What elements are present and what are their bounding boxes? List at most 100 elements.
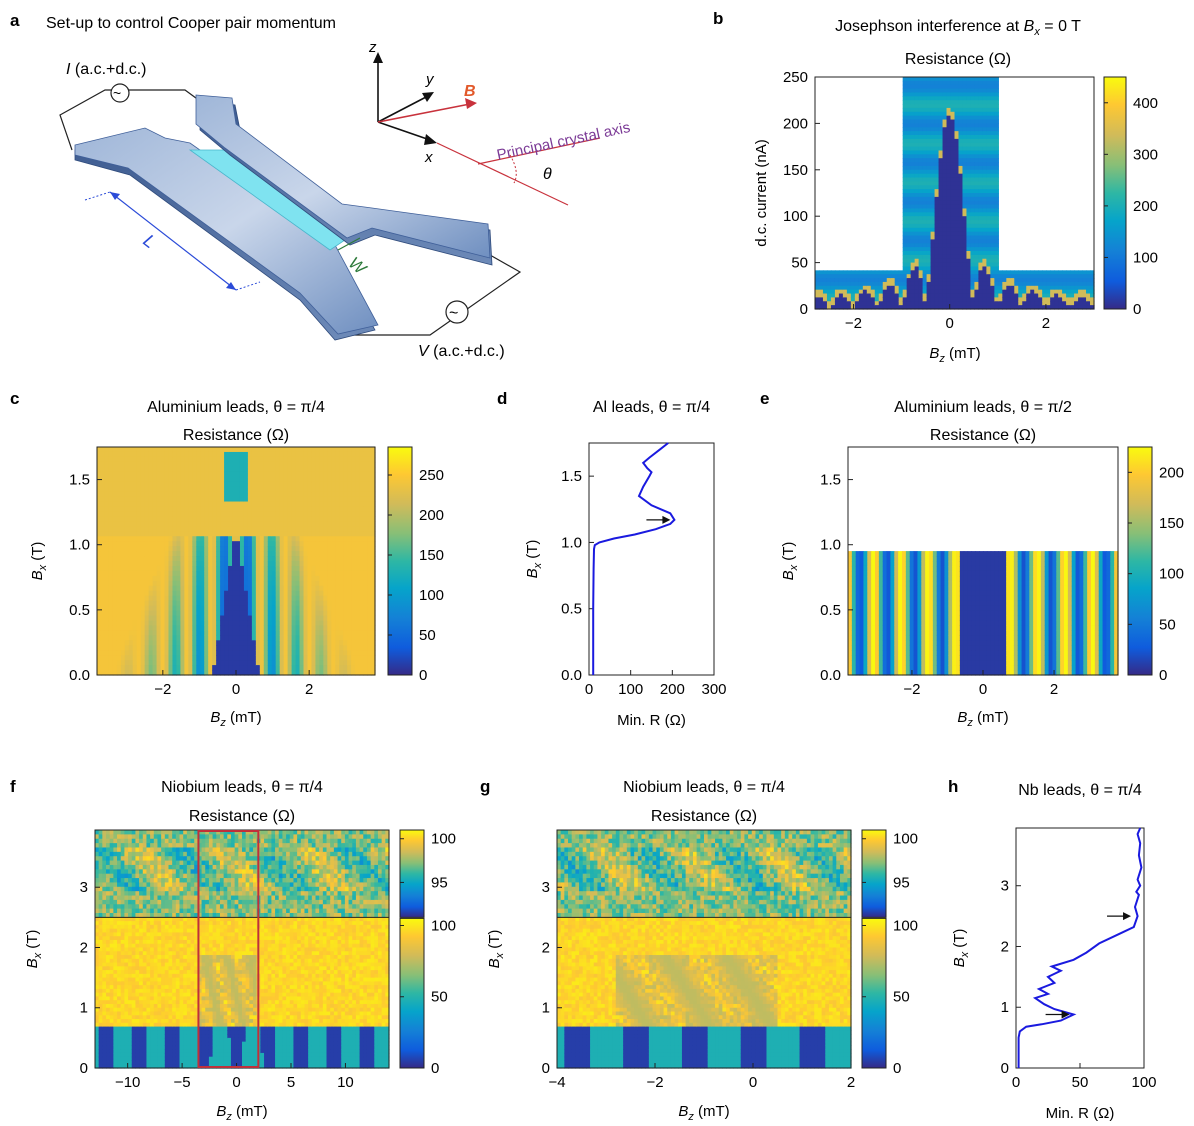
heatmap-cell <box>291 476 297 483</box>
heatmap-cell <box>966 154 972 159</box>
heatmap-cell <box>910 212 916 217</box>
y-tick-label: 200 <box>783 115 808 132</box>
heatmap-cell <box>926 154 932 159</box>
heatmap-cell <box>243 580 249 587</box>
heatmap-cell <box>228 521 233 527</box>
heatmap-cell <box>112 447 118 453</box>
heatmap-cell <box>315 610 320 617</box>
heatmap-cell <box>164 506 170 513</box>
heatmap-cell <box>1006 278 1011 283</box>
heatmap-cell <box>918 239 924 244</box>
heatmap-cell <box>958 165 964 171</box>
heatmap-cell <box>220 580 225 587</box>
heatmap-cell <box>1078 270 1083 275</box>
heatmap-cell <box>184 461 189 468</box>
heatmap-cell <box>291 496 297 503</box>
heatmap-cell <box>319 660 324 666</box>
heatmap-cell <box>311 575 317 582</box>
heatmap-cell <box>124 590 130 597</box>
heatmap-cell <box>291 600 297 607</box>
heatmap-cell <box>1030 289 1035 295</box>
heatmap-cell <box>906 247 912 252</box>
heatmap-cell <box>950 131 956 136</box>
heatmap-cell <box>942 169 948 175</box>
heatmap-cell <box>914 196 920 202</box>
heatmap-cell <box>220 595 225 602</box>
heatmap-cell <box>108 660 114 666</box>
heatmap-cell <box>815 270 820 275</box>
heatmap-cell <box>982 266 987 271</box>
heatmap-cell <box>152 471 158 478</box>
heatmap-cell <box>950 127 956 132</box>
heatmap-cell <box>1034 281 1039 287</box>
heatmap-cell <box>180 521 185 527</box>
heatmap-cell <box>902 84 908 90</box>
heatmap-cell <box>128 556 134 562</box>
heatmap-cell <box>950 77 956 82</box>
heatmap-cell <box>200 575 205 582</box>
heatmap-cell <box>343 451 348 458</box>
heatmap-cell <box>930 258 936 264</box>
heatmap-cell <box>938 138 944 144</box>
heatmap-cell <box>180 650 185 656</box>
heatmap-cell <box>954 204 960 210</box>
heatmap-cell <box>315 516 320 522</box>
heatmap-cell <box>926 181 932 186</box>
heatmap-cell <box>331 565 336 572</box>
heatmap-cell <box>100 551 106 557</box>
heatmap-cell <box>160 610 166 617</box>
heatmap-cell <box>347 670 352 676</box>
heatmap-cell <box>271 486 277 493</box>
heatmap-cell <box>220 516 225 522</box>
heatmap-cell <box>132 481 138 488</box>
heatmap-cell <box>108 466 114 473</box>
heatmap-cell <box>922 96 928 101</box>
heatmap-cell <box>1050 289 1055 295</box>
heatmap-cell <box>271 565 277 572</box>
heatmap-cell <box>962 274 968 279</box>
heatmap-cell <box>267 491 273 498</box>
heatmap-cell <box>255 650 261 656</box>
heatmap-cell <box>870 274 876 279</box>
heatmap-cell <box>247 476 253 483</box>
heatmap-cell <box>263 447 269 453</box>
heatmap-cell <box>934 165 940 171</box>
heatmap-cell <box>355 575 360 582</box>
heatmap-cell <box>128 565 134 572</box>
heatmap-cell <box>958 84 964 90</box>
heatmap-cell <box>315 511 320 517</box>
heatmap-cell <box>112 640 118 646</box>
heatmap-cell <box>287 456 293 463</box>
heatmap-cell <box>100 526 106 532</box>
heatmap-cell <box>148 565 154 572</box>
heatmap-cell <box>998 281 1003 287</box>
heatmap-cell <box>267 660 273 666</box>
heatmap-cell <box>216 506 221 513</box>
heatmap-cell <box>946 220 952 225</box>
heatmap-cell <box>283 541 289 547</box>
heatmap-cell <box>950 235 956 240</box>
heatmap-cell <box>112 546 118 552</box>
heatmap-cell <box>307 481 313 488</box>
heatmap-cell <box>172 640 178 646</box>
heatmap-cell <box>132 511 138 517</box>
heatmap-cell <box>950 189 956 194</box>
heatmap-cell <box>192 456 197 463</box>
heatmap-cell <box>315 471 320 478</box>
heatmap-cell <box>279 570 285 577</box>
heatmap-cell <box>152 551 158 557</box>
heatmap-cell <box>930 104 936 109</box>
heatmap-cell <box>982 243 987 248</box>
heatmap-cell <box>180 476 185 483</box>
heatmap-cell <box>216 531 221 537</box>
heatmap-cell <box>974 297 980 302</box>
heatmap-cell <box>299 600 305 607</box>
heatmap-cell <box>942 223 948 229</box>
heatmap-cell <box>263 481 269 488</box>
heatmap-cell <box>307 491 313 498</box>
heatmap-cell <box>331 481 336 488</box>
heatmap-cell <box>128 516 134 522</box>
heatmap-cell <box>846 270 852 275</box>
heatmap-cell <box>1018 281 1023 287</box>
heatmap-cell <box>343 486 348 493</box>
